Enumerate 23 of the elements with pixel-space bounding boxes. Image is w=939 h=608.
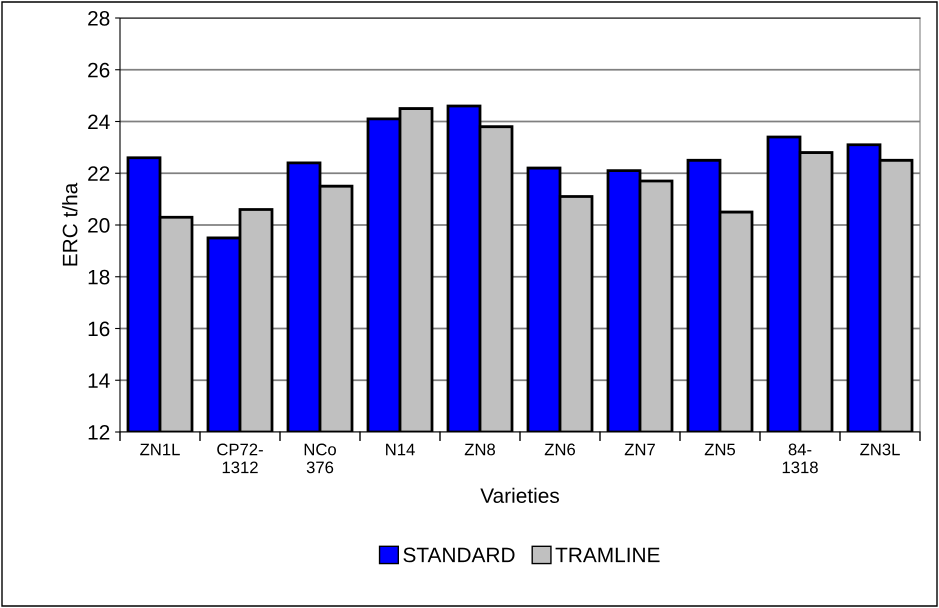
x-tick-label: ZN5 — [704, 444, 736, 456]
y-tick-label: 12 — [88, 425, 110, 440]
x-tick-label: CP72- 1312 — [217, 444, 263, 474]
y-tick-label: 20 — [88, 218, 110, 233]
x-tick-label: NCo 376 — [304, 444, 336, 474]
y-axis-title: ERC t/ha — [62, 182, 78, 266]
y-tick-label: 26 — [88, 62, 110, 78]
y-tick-label: 28 — [88, 11, 110, 26]
y-tick-label: 14 — [88, 373, 110, 388]
x-tick-label: 84- 1318 — [782, 444, 818, 474]
x-tick-label: ZN7 — [624, 444, 655, 456]
legend-label: STANDARD — [403, 548, 515, 562]
x-tick-label: ZN6 — [544, 444, 576, 456]
x-tick-label: ZN3L — [860, 444, 900, 456]
x-tick-label: ZN8 — [464, 444, 496, 456]
x-tick-label: N14 — [386, 444, 415, 456]
x-axis-title: Varieties — [480, 488, 560, 504]
y-tick-label: 18 — [88, 270, 110, 285]
y-tick-label: 22 — [88, 166, 110, 181]
legend-label: TRAMLINE — [556, 548, 660, 562]
x-tick-label: ZN1L — [140, 444, 180, 456]
y-tick-label: 24 — [88, 114, 110, 130]
y-tick-label: 16 — [88, 322, 110, 336]
